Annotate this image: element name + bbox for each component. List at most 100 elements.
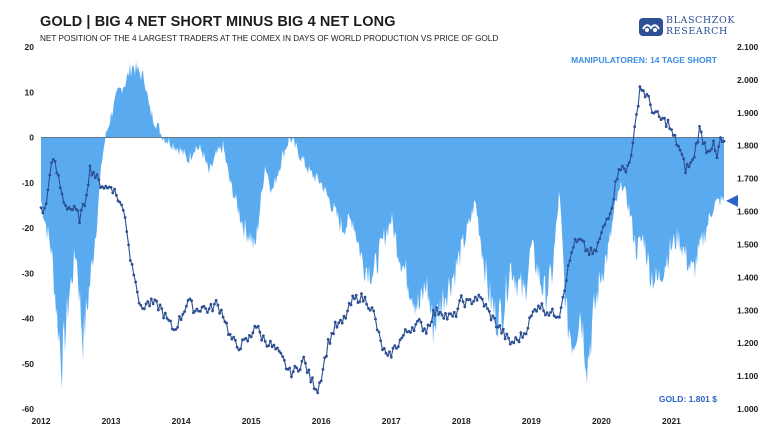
gold-price-point (417, 318, 421, 321)
gold-price-point (249, 335, 253, 339)
gold-price-point (402, 333, 405, 337)
gold-price-point (230, 337, 234, 341)
gold-price-point (193, 309, 197, 313)
gold-price-point (470, 302, 474, 306)
gold-price-point (342, 314, 346, 318)
gold-price-point (295, 366, 299, 370)
x-tick-label: 2013 (102, 416, 121, 426)
gold-price-point (699, 130, 703, 134)
gold-price-point (204, 307, 208, 310)
gold-price-point (251, 331, 255, 335)
gold-price-point (692, 155, 696, 159)
gold-price-point (601, 225, 605, 229)
gold-price-point (234, 338, 237, 342)
gold-price-point (715, 156, 719, 160)
gold-price-point (377, 330, 381, 334)
gold-price-point (551, 307, 554, 311)
gold-price-point (400, 336, 404, 340)
right-tick-label: 1.900 (737, 108, 759, 118)
gold-price-point (244, 336, 248, 340)
gold-price-point (596, 241, 600, 244)
gold-price-point (156, 308, 160, 312)
gold-price-point (396, 345, 400, 349)
gold-price-point (79, 208, 83, 212)
logo-text: BLASCHZOK RESEARCH (666, 15, 735, 37)
gold-price-point (363, 295, 367, 299)
right-tick-label: 1.800 (737, 141, 759, 151)
gold-price-point (414, 322, 418, 326)
gold-price-point (209, 302, 213, 306)
gold-price-point (213, 302, 216, 306)
gold-price-point (218, 311, 222, 315)
gold-price-point (347, 301, 351, 305)
gold-price-point (582, 240, 586, 243)
gold-price-point (318, 381, 321, 384)
gold-price-point (482, 304, 486, 308)
gold-price-point (270, 345, 274, 349)
gold-price-point (684, 171, 687, 175)
gold-price-point (256, 324, 260, 328)
gold-price-point (542, 309, 545, 313)
gold-price-point (626, 163, 630, 167)
gold-price-point (559, 306, 563, 309)
gold-price-point (452, 310, 456, 314)
gold-price-point (211, 309, 215, 313)
gold-price-point (388, 350, 391, 354)
gold-price-point (454, 315, 458, 318)
gold-price-point (530, 314, 533, 318)
gold-price-point (232, 335, 236, 339)
x-tick-label: 2018 (452, 416, 471, 426)
gold-price-point (403, 328, 407, 331)
gold-price-point (199, 309, 202, 313)
gold-price-point (339, 318, 342, 322)
gold-price-point (314, 388, 318, 391)
gold-price-point (361, 299, 365, 303)
gold-price-point (39, 206, 43, 210)
gold-price-point (118, 200, 122, 204)
right-tick-label: 1.400 (737, 272, 759, 282)
gold-price-point (549, 311, 552, 314)
right-axis-ticks: 2.100 2.000 1.900 1.800 1.700 1.600 1.500 1.400… (737, 42, 759, 414)
gold-price-point (547, 314, 551, 317)
gold-price-point (722, 139, 726, 143)
gold-price-point (621, 164, 624, 168)
x-tick-label: 2021 (662, 416, 681, 426)
gold-price-point (449, 312, 453, 316)
gold-price-point (629, 154, 633, 157)
gold-price-point (346, 309, 349, 313)
gold-price-point (50, 161, 53, 165)
gold-price-point (437, 313, 440, 316)
gold-price-point (610, 206, 614, 210)
current-value-marker-icon (726, 194, 738, 207)
gold-price-point (524, 332, 528, 336)
net-position-area-series (41, 60, 724, 390)
x-axis-ticks: 2012 2013 2014 2015 2016 2017 2018 2019 2020 2021 (32, 416, 682, 426)
gold-price-point (456, 307, 460, 311)
gold-price-point (544, 313, 547, 317)
gold-price-point (57, 174, 60, 177)
gold-price-point (335, 325, 339, 329)
gold-price-point (673, 133, 677, 137)
x-tick-label: 2016 (312, 416, 331, 426)
left-tick-label: -10 (22, 178, 35, 188)
gold-price-point (459, 294, 463, 298)
gold-price-point (487, 309, 491, 313)
left-tick-label: -20 (22, 223, 35, 233)
x-tick-label: 2012 (32, 416, 51, 426)
gold-price-point (305, 371, 309, 374)
gold-price-point (132, 273, 136, 277)
gold-price-point (645, 92, 649, 96)
net-position-area (41, 60, 724, 390)
gold-price-point (332, 332, 335, 336)
gold-price-point (174, 328, 178, 331)
gold-price-point (680, 153, 684, 156)
gold-price-point (642, 89, 645, 93)
gold-price-point (440, 313, 444, 317)
gold-price-point (423, 327, 426, 331)
gold-price-point (461, 300, 465, 303)
gold-price-point (484, 302, 488, 306)
gold-price-point (473, 295, 477, 299)
gold-price-point (146, 300, 150, 303)
gold-price-point (586, 248, 589, 252)
gold-price-point (431, 309, 435, 312)
